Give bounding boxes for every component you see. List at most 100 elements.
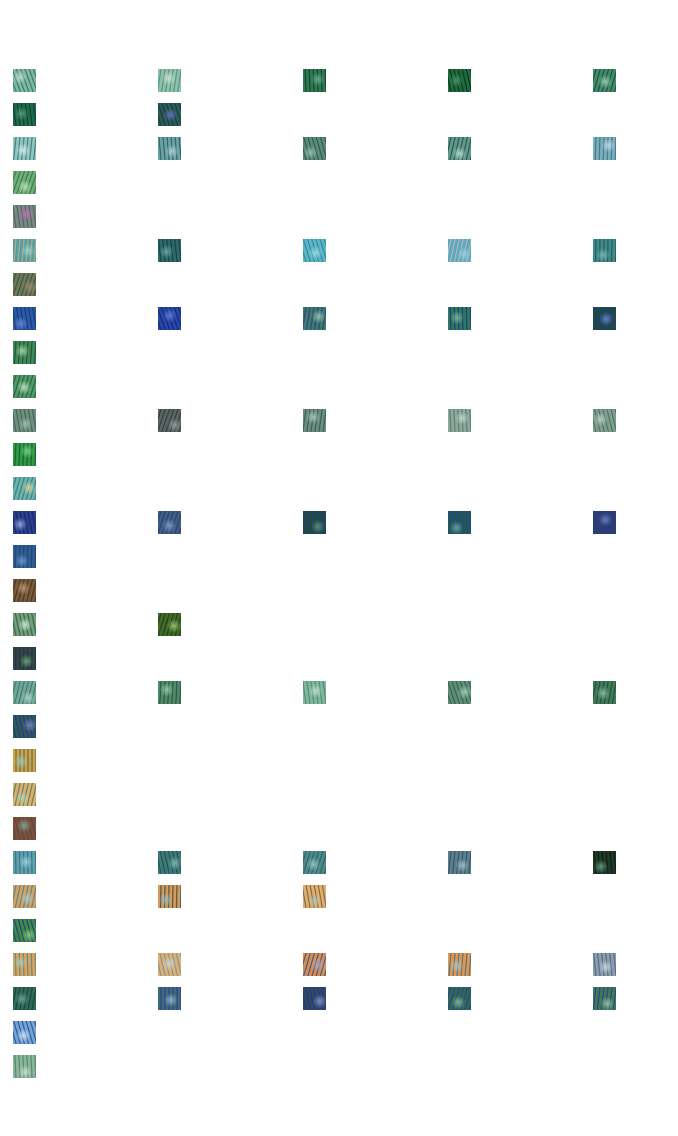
thumbnail-image[interactable] [448,681,471,704]
thumbnail-image[interactable] [593,953,616,976]
thumbnail-image[interactable] [303,511,326,534]
thumbnail-highlight [593,409,616,432]
thumbnail-image[interactable] [158,137,181,160]
thumbnail-image[interactable] [13,953,36,976]
thumbnail-highlight [13,647,36,670]
thumbnail-image[interactable] [13,681,36,704]
thumbnail-highlight [303,307,326,330]
thumbnail-highlight [13,409,36,432]
thumbnail-image[interactable] [158,511,181,534]
thumbnail-image[interactable] [13,477,36,500]
thumbnail-highlight [13,103,36,126]
thumbnail-image[interactable] [13,443,36,466]
thumbnail-highlight [448,987,471,1010]
thumbnail-image[interactable] [13,545,36,568]
thumbnail-image[interactable] [448,851,471,874]
thumbnail-image[interactable] [593,681,616,704]
thumbnail-image[interactable] [303,953,326,976]
thumbnail-image[interactable] [303,987,326,1010]
thumbnail-image[interactable] [158,681,181,704]
thumbnail-highlight [593,137,616,160]
thumbnail-highlight [303,69,326,92]
thumbnail-image[interactable] [13,375,36,398]
thumbnail-image[interactable] [158,307,181,330]
thumbnail-image[interactable] [158,885,181,908]
thumbnail-image[interactable] [13,1055,36,1078]
thumbnail-image[interactable] [158,69,181,92]
thumbnail-image[interactable] [448,987,471,1010]
thumbnail-image[interactable] [593,239,616,262]
thumbnail-image[interactable] [303,239,326,262]
thumbnail-highlight [13,851,36,874]
thumbnail-image[interactable] [158,409,181,432]
thumbnail-image[interactable] [448,69,471,92]
thumbnail-image[interactable] [303,885,326,908]
thumbnail-image[interactable] [13,273,36,296]
thumbnail-image[interactable] [448,409,471,432]
thumbnail-highlight [13,545,36,568]
thumbnail-image[interactable] [13,987,36,1010]
thumbnail-image[interactable] [158,613,181,636]
thumbnail-image[interactable] [303,307,326,330]
thumbnail-highlight [158,409,181,432]
thumbnail-image[interactable] [13,137,36,160]
thumbnail-image[interactable] [13,307,36,330]
thumbnail-image[interactable] [593,851,616,874]
thumbnail-image[interactable] [448,307,471,330]
thumbnail-image[interactable] [593,987,616,1010]
thumbnail-image[interactable] [303,409,326,432]
thumbnail-image[interactable] [448,239,471,262]
thumbnail-image[interactable] [448,137,471,160]
thumbnail-highlight [13,681,36,704]
thumbnail-image[interactable] [13,511,36,534]
thumbnail-image[interactable] [593,137,616,160]
thumbnail-image[interactable] [13,749,36,772]
thumbnail-highlight [158,953,181,976]
thumbnail-highlight [13,953,36,976]
thumbnail-image[interactable] [13,239,36,262]
thumbnail-image[interactable] [13,851,36,874]
thumbnail-image[interactable] [158,851,181,874]
thumbnail-image[interactable] [13,783,36,806]
thumbnail-image[interactable] [593,307,616,330]
thumbnail-image[interactable] [13,1021,36,1044]
thumbnail-image[interactable] [303,69,326,92]
thumbnail-image[interactable] [303,681,326,704]
thumbnail-highlight [593,987,616,1010]
thumbnail-highlight [13,783,36,806]
thumbnail-image[interactable] [13,69,36,92]
thumbnail-image[interactable] [13,715,36,738]
thumbnail-image[interactable] [448,953,471,976]
thumbnail-image[interactable] [158,987,181,1010]
thumbnail-image[interactable] [13,103,36,126]
thumbnail-image[interactable] [303,137,326,160]
thumbnail-highlight [13,613,36,636]
thumbnail-image[interactable] [158,103,181,126]
thumbnail-highlight [13,239,36,262]
thumbnail-highlight [593,851,616,874]
thumbnail-highlight [448,681,471,704]
thumbnail-image[interactable] [13,817,36,840]
thumbnail-image[interactable] [13,885,36,908]
thumbnail-image[interactable] [13,919,36,942]
thumbnail-image[interactable] [593,409,616,432]
thumbnail-image[interactable] [13,579,36,602]
thumbnail-image[interactable] [158,239,181,262]
thumbnail-image[interactable] [13,205,36,228]
thumbnail-image[interactable] [13,341,36,364]
thumbnail-highlight [13,375,36,398]
thumbnail-highlight [158,851,181,874]
thumbnail-image[interactable] [13,647,36,670]
thumbnail-highlight [303,885,326,908]
thumbnail-image[interactable] [593,511,616,534]
thumbnail-image[interactable] [13,171,36,194]
thumbnail-image[interactable] [303,851,326,874]
thumbnail-image[interactable] [593,69,616,92]
thumbnail-highlight [593,953,616,976]
thumbnail-highlight [13,749,36,772]
thumbnail-image[interactable] [158,953,181,976]
thumbnail-image[interactable] [448,511,471,534]
thumbnail-image[interactable] [13,409,36,432]
thumbnail-image[interactable] [13,613,36,636]
